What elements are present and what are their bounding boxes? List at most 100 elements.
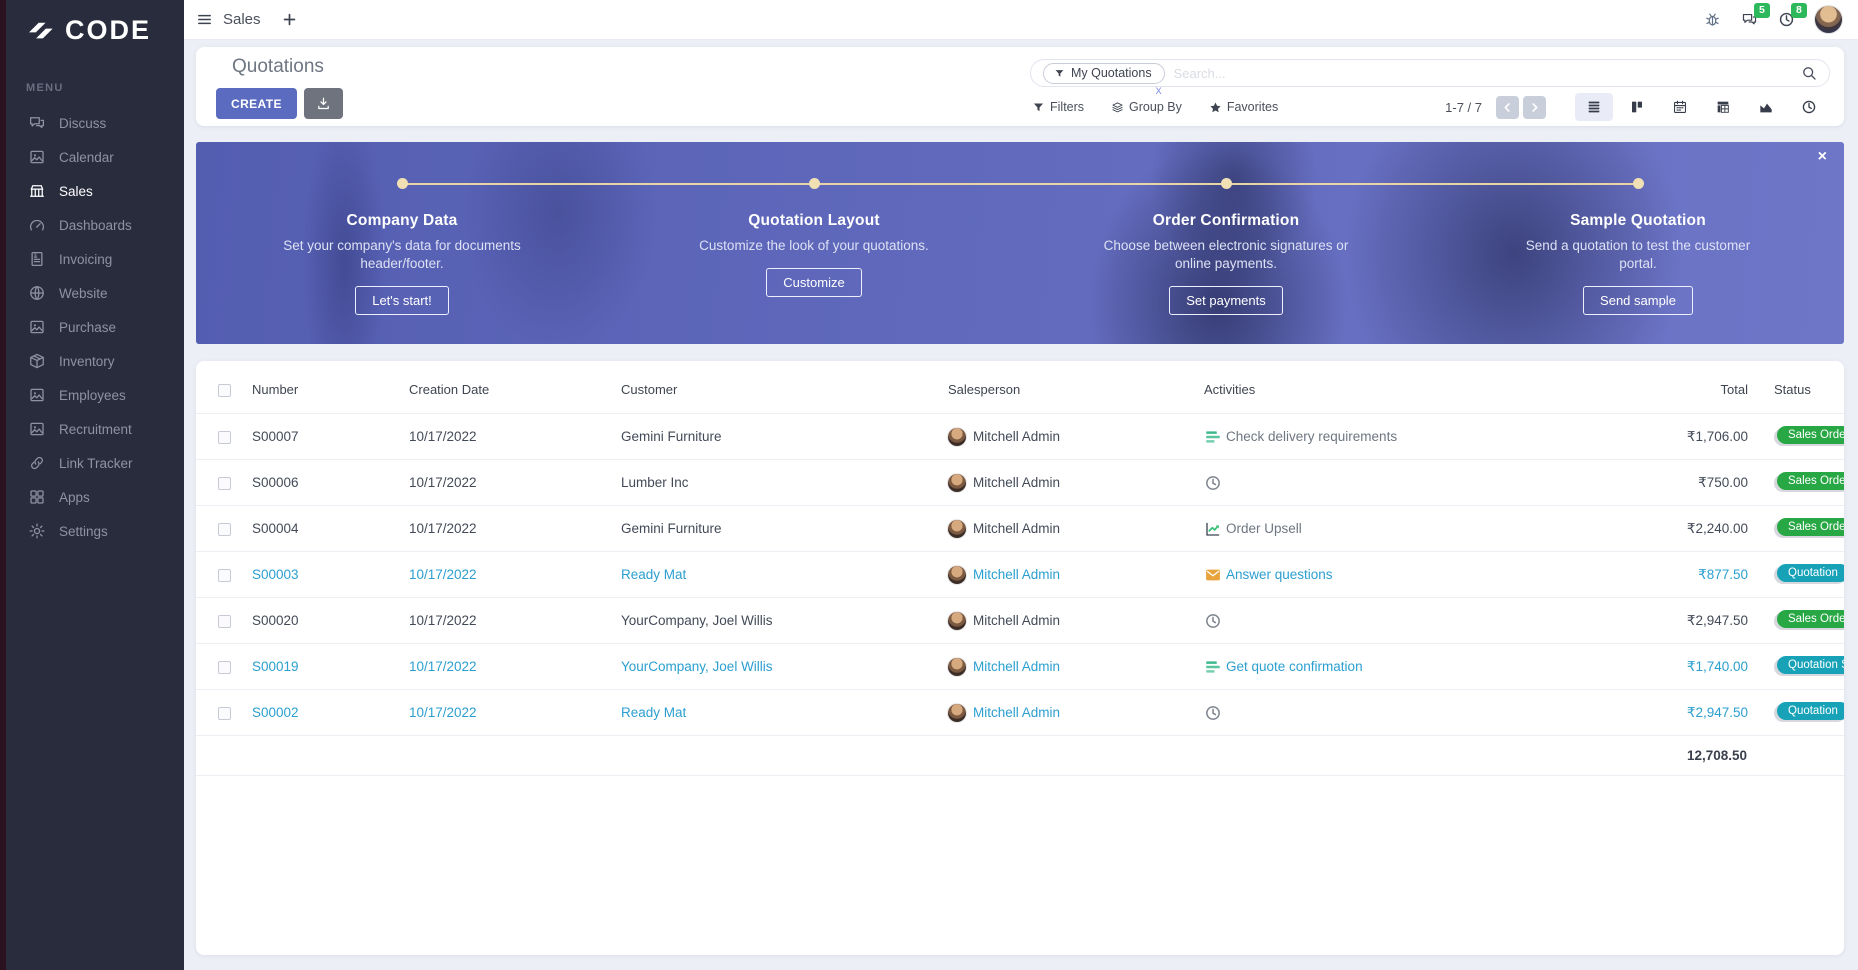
step-action-button[interactable]: Set payments (1169, 285, 1283, 315)
sidebar-item-website[interactable]: Website (6, 276, 184, 310)
table-row[interactable]: S00006 10/17/2022 Lumber Inc Mitchell Ad… (196, 459, 1844, 506)
creation-date: 10/17/2022 (409, 429, 477, 445)
step-title: Sample Quotation (1570, 212, 1706, 229)
sales-icon (28, 182, 46, 200)
onboarding-step-order-confirmation: Order Confirmation Choose between electr… (1020, 178, 1432, 315)
pager-next-button[interactable] (1523, 95, 1546, 119)
bug-icon[interactable] (1704, 11, 1721, 28)
website-icon (28, 284, 46, 302)
favorites-button[interactable]: Favorites (1209, 100, 1278, 114)
row-checkbox[interactable] (218, 707, 231, 720)
app-menu-title[interactable]: Sales (223, 11, 261, 28)
sidebar-item-discuss[interactable]: Discuss (6, 106, 184, 140)
clock-activity-icon[interactable] (1204, 474, 1222, 492)
column-header-status[interactable]: Status (1774, 382, 1811, 398)
table-row[interactable]: S00019 10/17/2022 YourCompany, Joel Will… (196, 643, 1844, 690)
group-by-button[interactable]: Group By (1111, 100, 1182, 114)
pager-prev-button[interactable] (1496, 95, 1519, 119)
user-avatar[interactable] (1815, 6, 1842, 33)
facet-remove-icon[interactable]: x (1155, 82, 1162, 97)
view-activity-clock-button[interactable] (1790, 93, 1828, 121)
apps-icon (28, 488, 46, 506)
list-activity-icon[interactable] (1204, 658, 1222, 676)
chart-activity-icon[interactable] (1204, 520, 1222, 538)
step-action-button[interactable]: Send sample (1583, 285, 1693, 315)
select-all-checkbox[interactable] (218, 384, 231, 398)
content-area: Quotations CREATE My Quotations x Search… (184, 40, 1858, 970)
column-header-total[interactable]: Total (1720, 382, 1748, 398)
salesperson-name: Mitchell Admin (973, 567, 1061, 583)
activities-clock-icon[interactable]: 8 (1778, 3, 1807, 28)
view-pivot-button[interactable] (1704, 93, 1742, 121)
sidebar-item-dashboards[interactable]: Dashboards (6, 208, 184, 242)
mail-activity-icon[interactable] (1204, 566, 1222, 584)
messages-icon[interactable]: 5 (1741, 3, 1770, 28)
column-header-creation-date[interactable]: Creation Date (409, 382, 490, 398)
table-row[interactable]: S00007 10/17/2022 Gemini Furniture Mitch… (196, 413, 1844, 460)
filters-button[interactable]: Filters (1032, 100, 1084, 114)
table-row[interactable]: S00020 10/17/2022 YourCompany, Joel Will… (196, 597, 1844, 644)
star-icon (1209, 101, 1222, 114)
view-kanban-button[interactable] (1618, 93, 1656, 121)
row-checkbox[interactable] (218, 615, 231, 628)
view-calendar-button[interactable] (1661, 93, 1699, 121)
sidebar-item-link-tracker[interactable]: Link Tracker (6, 446, 184, 480)
employees-icon (28, 386, 46, 404)
new-tab-plus-icon[interactable] (281, 11, 298, 28)
filter-icon (1032, 101, 1045, 114)
pager-text: 1-7 / 7 (1445, 99, 1482, 115)
list-activity-icon[interactable] (1204, 428, 1222, 446)
sidebar-item-invoicing[interactable]: $ Invoicing (6, 242, 184, 276)
sidebar-item-recruitment[interactable]: Recruitment (6, 412, 184, 446)
row-checkbox[interactable] (218, 477, 231, 490)
search-placeholder[interactable]: Search... (1173, 65, 1226, 81)
hamburger-icon[interactable] (196, 11, 213, 28)
status-badge: Sales Order (1774, 471, 1844, 492)
total-amount: ₹877.50 (1698, 566, 1748, 582)
creation-date: 10/17/2022 (409, 475, 477, 491)
step-action-button[interactable]: Customize (766, 267, 862, 297)
column-header-number[interactable]: Number (252, 382, 299, 398)
sidebar-item-employees[interactable]: Employees (6, 378, 184, 412)
search-facet[interactable]: My Quotations x (1043, 62, 1165, 97)
sidebar: CODE MENU Discuss Calendar Sales Dashboa… (0, 0, 184, 970)
view-list-button[interactable] (1575, 93, 1613, 121)
close-icon[interactable]: × (1817, 148, 1827, 165)
activity-count-badge: 8 (1791, 3, 1807, 18)
search-bar[interactable]: My Quotations x Search... (1030, 59, 1830, 97)
view-graph-button[interactable] (1747, 93, 1785, 121)
table-row[interactable]: S00002 10/17/2022 Ready Mat Mitchell Adm… (196, 689, 1844, 736)
quotation-number: S00019 (252, 659, 299, 675)
create-button[interactable]: CREATE (216, 88, 297, 119)
row-checkbox[interactable] (218, 431, 231, 444)
sidebar-item-sales[interactable]: Sales (6, 174, 184, 208)
step-title: Order Confirmation (1152, 212, 1300, 229)
table-row[interactable]: S00004 10/17/2022 Gemini Furniture Mitch… (196, 505, 1844, 552)
step-action-button[interactable]: Let's start! (355, 285, 449, 315)
row-checkbox[interactable] (218, 523, 231, 536)
table-row[interactable]: S00003 10/17/2022 Ready Mat Mitchell Adm… (196, 551, 1844, 598)
row-checkbox[interactable] (218, 661, 231, 674)
total-amount: ₹750.00 (1698, 474, 1748, 490)
page-title: Quotations (232, 56, 324, 77)
export-button[interactable] (303, 88, 343, 119)
magnifier-icon[interactable] (1801, 65, 1817, 81)
activity-label: Order Upsell (1226, 521, 1302, 537)
link-tracker-icon (28, 454, 46, 472)
sidebar-item-purchase[interactable]: Purchase (6, 310, 184, 344)
clock-activity-icon[interactable] (1204, 704, 1222, 722)
column-header-customer[interactable]: Customer (621, 382, 678, 398)
column-header-salesperson[interactable]: Salesperson (948, 382, 1021, 398)
row-checkbox[interactable] (218, 569, 231, 582)
menu-section-label: MENU (26, 82, 64, 94)
total-amount: ₹1,706.00 (1686, 428, 1748, 444)
creation-date: 10/17/2022 (409, 705, 477, 721)
onboarding-step-company-data: Company Data Set your company's data for… (196, 178, 608, 315)
sidebar-item-settings[interactable]: Settings (6, 514, 184, 548)
sidebar-item-inventory[interactable]: Inventory (6, 344, 184, 378)
clock-activity-icon[interactable] (1204, 612, 1222, 630)
column-header-activities[interactable]: Activities (1204, 382, 1256, 398)
app-logo[interactable]: CODE (6, 0, 184, 46)
sidebar-item-calendar[interactable]: Calendar (6, 140, 184, 174)
sidebar-item-apps[interactable]: Apps (6, 480, 184, 514)
